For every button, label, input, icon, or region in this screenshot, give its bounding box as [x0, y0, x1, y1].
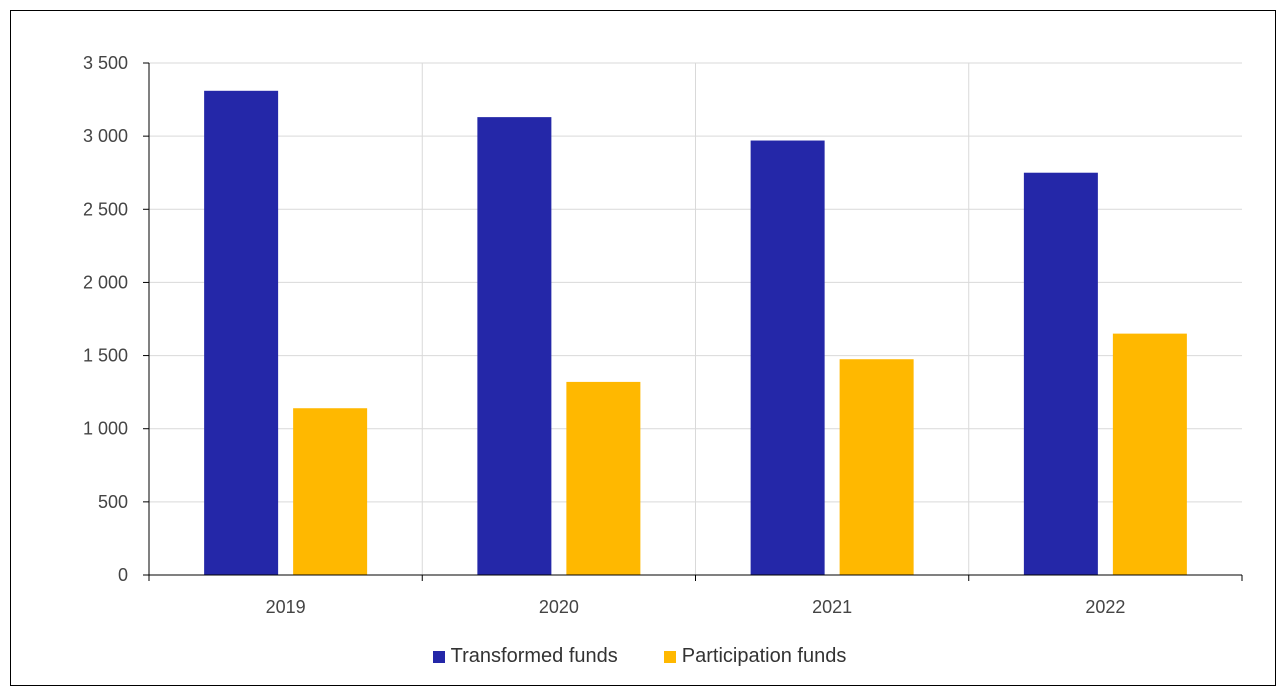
legend-swatch-transformed-funds [432, 650, 445, 663]
legend-item-transformed-funds: Transformed funds [432, 645, 618, 668]
y-tick-label: 2 500 [83, 199, 128, 219]
bars [204, 90, 1187, 576]
y-tick-label: 0 [118, 565, 128, 585]
legend-swatch-participation-funds [663, 650, 676, 663]
legend-label-participation-funds: Participation funds [681, 645, 847, 667]
axes [143, 62, 1243, 581]
bar-participation-funds-2019 [293, 408, 368, 575]
y-tick-label: 3 000 [83, 126, 128, 146]
bar-transformed-funds-2020 [477, 117, 552, 575]
x-tick-label: 2022 [1085, 597, 1125, 617]
legend: Transformed funds Participation funds [0, 645, 1279, 668]
y-tick-label: 1 000 [83, 419, 128, 439]
bar-participation-funds-2020 [566, 381, 641, 575]
bar-transformed-funds-2019 [204, 90, 279, 576]
x-tick-labels: 2019 2020 2021 2022 [266, 597, 1126, 617]
x-tick-label: 2021 [812, 597, 852, 617]
bar-participation-funds-2021 [839, 359, 914, 575]
y-tick-label: 1 500 [83, 346, 128, 366]
x-tick-label: 2019 [266, 597, 306, 617]
bar-transformed-funds-2022 [1023, 172, 1098, 575]
x-tick-label: 2020 [539, 597, 579, 617]
y-tick-labels: 0 500 1 000 1 500 2 000 2 500 3 000 3 500 [83, 53, 128, 585]
bar-participation-funds-2022 [1112, 333, 1187, 575]
bar-transformed-funds-2021 [750, 140, 825, 575]
y-tick-label: 500 [98, 492, 128, 512]
y-tick-label: 3 500 [83, 53, 128, 73]
legend-label-transformed-funds: Transformed funds [450, 645, 618, 667]
y-tick-label: 2 000 [83, 272, 128, 292]
legend-item-participation-funds: Participation funds [663, 645, 847, 668]
